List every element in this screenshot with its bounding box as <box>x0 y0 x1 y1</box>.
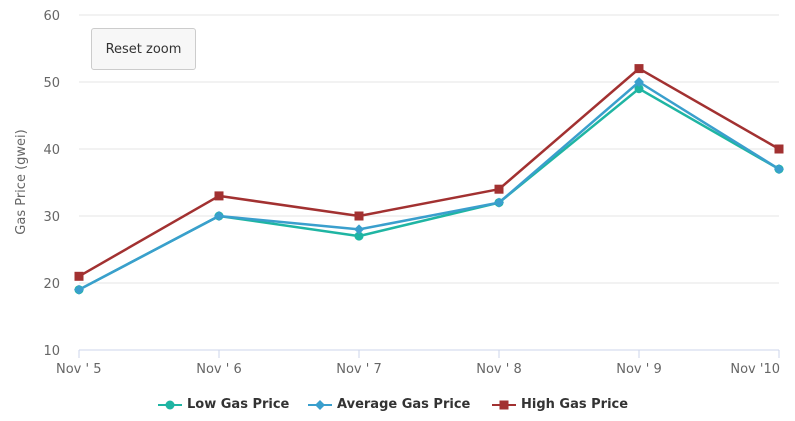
y-tick-label: 20 <box>43 277 60 292</box>
average-gas-price-point[interactable] <box>214 211 224 221</box>
legend-symbol-diamond-icon <box>308 399 332 410</box>
legend-item-average-gas-price[interactable]: Average Gas Price <box>308 397 470 412</box>
high-gas-price-point[interactable] <box>354 211 364 221</box>
x-axis: Nov ' 5 Nov ' 6 Nov ' 7 Nov ' 8 Nov ' 9 Nov '… <box>56 349 780 377</box>
average-gas-price-series <box>74 77 784 295</box>
average-gas-price-point[interactable] <box>634 77 644 87</box>
x-tick-label: Nov ' 6 <box>196 362 241 377</box>
legend-label: Average Gas Price <box>337 397 471 412</box>
y-tick-label: 10 <box>43 344 60 359</box>
high-gas-price-point[interactable] <box>774 144 784 154</box>
legend-symbol-square-icon <box>492 400 516 409</box>
high-gas-price-line <box>78 67 780 278</box>
y-axis-ticks: 10 20 30 40 50 60 <box>43 9 60 359</box>
y-tick-label: 60 <box>43 9 60 24</box>
average-gas-price-point[interactable] <box>774 164 784 175</box>
legend-item-low-gas-price[interactable]: Low Gas Price <box>158 397 289 412</box>
legend-marker <box>315 399 325 410</box>
average-gas-price-point[interactable] <box>354 224 364 235</box>
average-gas-price-line <box>78 80 780 291</box>
x-tick-label: Nov '10 <box>730 362 780 377</box>
legend-label: Low Gas Price <box>187 397 290 412</box>
low-gas-price-line <box>78 87 780 291</box>
high-gas-price-point[interactable] <box>74 271 84 281</box>
low-gas-price-point[interactable] <box>634 84 644 94</box>
high-gas-price-point[interactable] <box>634 64 644 74</box>
legend-marker <box>165 400 175 409</box>
high-gas-price-point[interactable] <box>214 191 224 201</box>
y-tick-label: 40 <box>43 143 60 158</box>
x-tick-label: Nov ' 5 <box>56 362 101 377</box>
legend-marker <box>499 400 509 409</box>
high-gas-price-series <box>74 64 784 281</box>
x-tick-label: Nov ' 8 <box>476 362 521 377</box>
average-gas-price-point[interactable] <box>494 197 504 208</box>
legend-label: High Gas Price <box>521 397 629 412</box>
reset-zoom-button[interactable]: Reset zoom <box>91 28 196 70</box>
legend-item-high-gas-price[interactable]: High Gas Price <box>492 397 628 412</box>
x-tick-label: Nov ' 9 <box>616 362 661 377</box>
x-tick-label: Nov ' 7 <box>336 362 381 377</box>
y-tick-label: 50 <box>43 76 60 91</box>
y-axis-label: Gas Price (gwei) <box>14 129 29 234</box>
y-tick-label: 30 <box>43 210 60 225</box>
chart-series <box>74 64 784 295</box>
legend-symbol-circle-icon <box>158 400 182 409</box>
average-gas-price-point[interactable] <box>74 284 84 295</box>
low-gas-price-series <box>74 84 784 295</box>
low-gas-price-point[interactable] <box>354 231 364 241</box>
chart-legend: Low Gas Price Average Gas Price High Gas P… <box>0 397 795 421</box>
high-gas-price-point[interactable] <box>494 184 504 194</box>
